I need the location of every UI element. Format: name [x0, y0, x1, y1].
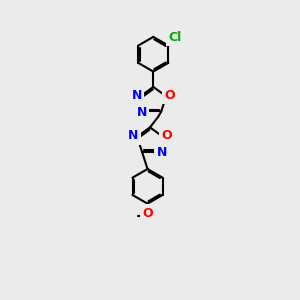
- Text: N: N: [128, 129, 139, 142]
- Text: Cl: Cl: [168, 31, 181, 44]
- Text: N: N: [156, 146, 167, 159]
- Text: N: N: [136, 106, 147, 119]
- Text: O: O: [142, 207, 153, 220]
- Text: N: N: [132, 89, 142, 102]
- Text: O: O: [161, 129, 172, 142]
- Text: O: O: [164, 89, 175, 102]
